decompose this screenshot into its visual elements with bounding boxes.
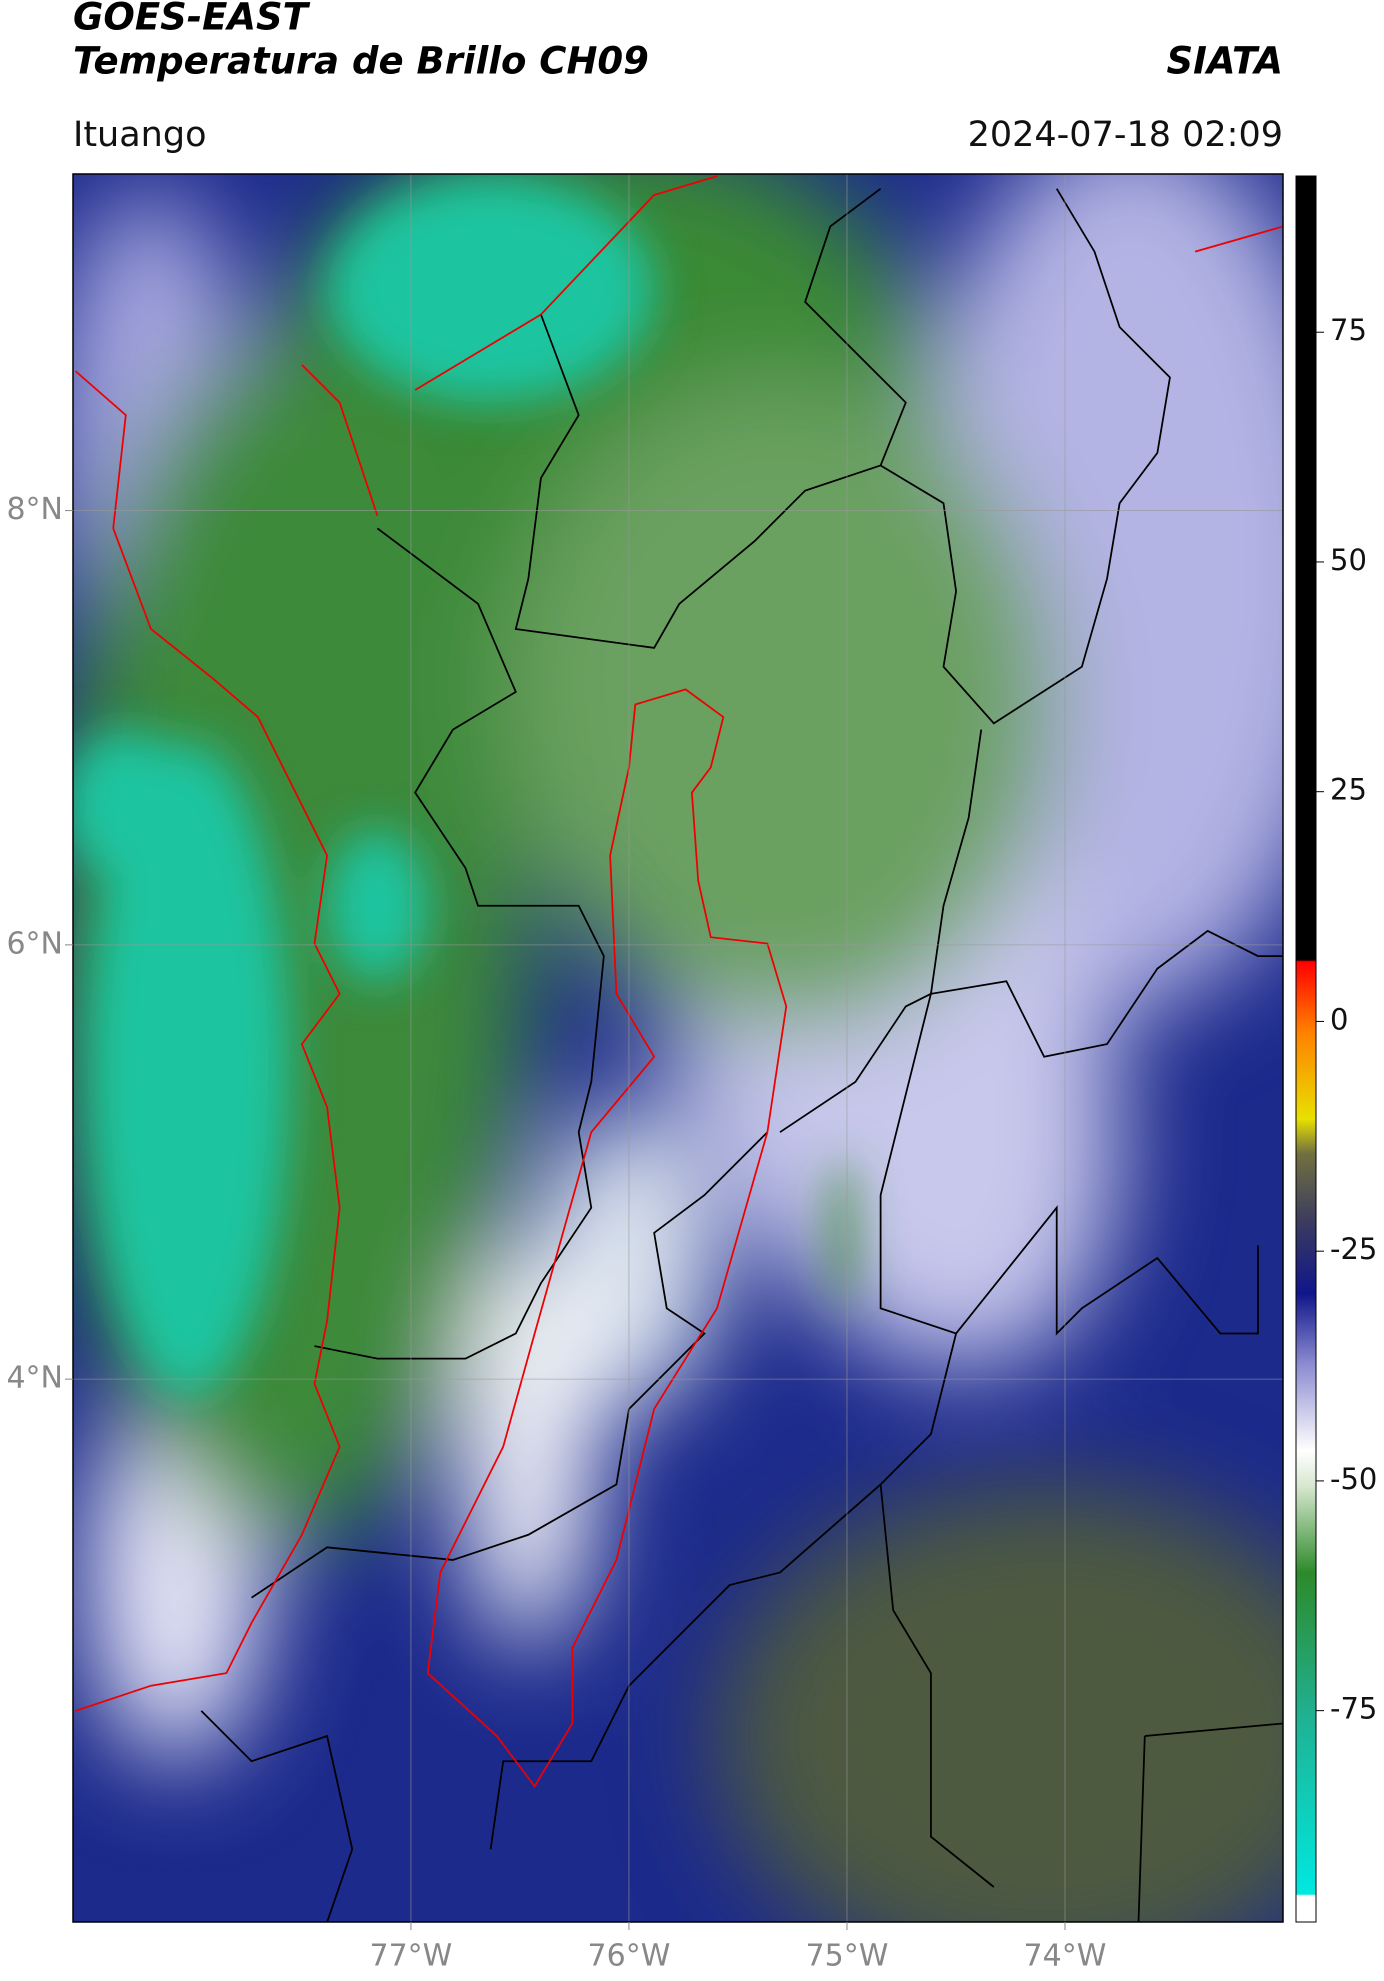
y-tick-label: 6°N	[6, 926, 63, 961]
satellite-image	[73, 174, 1283, 1922]
colorbar-tick-label: 25	[1330, 773, 1367, 807]
colorbar-tick-label: -75	[1330, 1692, 1377, 1726]
colorbar-tick-label: -50	[1330, 1462, 1377, 1496]
colorbar-tick-label: 75	[1330, 313, 1367, 347]
colorbar	[1295, 175, 1317, 1923]
location: Ituango	[73, 115, 207, 155]
colorbar-tick-label: -25	[1330, 1232, 1377, 1266]
y-tick-label: 4°N	[6, 1361, 63, 1396]
colorbar-tick-label: 50	[1330, 543, 1367, 577]
datetime: 2024-07-18 02:09	[968, 115, 1283, 155]
title: GOES-EAST	[73, 0, 311, 39]
x-tick-label: 75°W	[806, 1939, 889, 1974]
map-frame	[72, 173, 1284, 1923]
x-tick-label: 77°W	[370, 1939, 453, 1974]
colorbar-tick-label: 0	[1330, 1002, 1348, 1036]
y-tick-label: 8°N	[6, 492, 63, 527]
x-tick-label: 74°W	[1024, 1939, 1107, 1974]
x-tick-label: 76°W	[588, 1939, 671, 1974]
subtitle: Temperatura de Brillo CH09	[73, 40, 649, 83]
agency: SIATA	[1166, 40, 1283, 83]
